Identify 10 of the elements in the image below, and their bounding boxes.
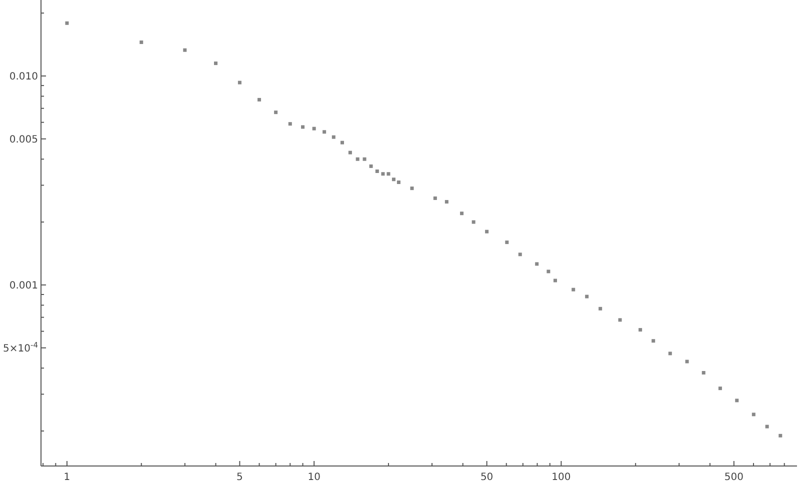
y-tick-label: 0.005 — [9, 134, 38, 146]
y-tick-label: 0.010 — [9, 71, 38, 82]
x-tick-label: 5 — [236, 472, 243, 483]
x-tick-label: 50 — [480, 472, 494, 483]
x-tick-label: 100 — [552, 472, 571, 483]
x-tick-label: 1 — [64, 472, 70, 483]
y-tick-label: 0.001 — [9, 280, 38, 292]
x-tick-label: 10 — [308, 472, 320, 483]
y-tick-label: 5×10$^{-4}$ — [3, 340, 38, 354]
x-tick-label: 500 — [724, 472, 744, 483]
